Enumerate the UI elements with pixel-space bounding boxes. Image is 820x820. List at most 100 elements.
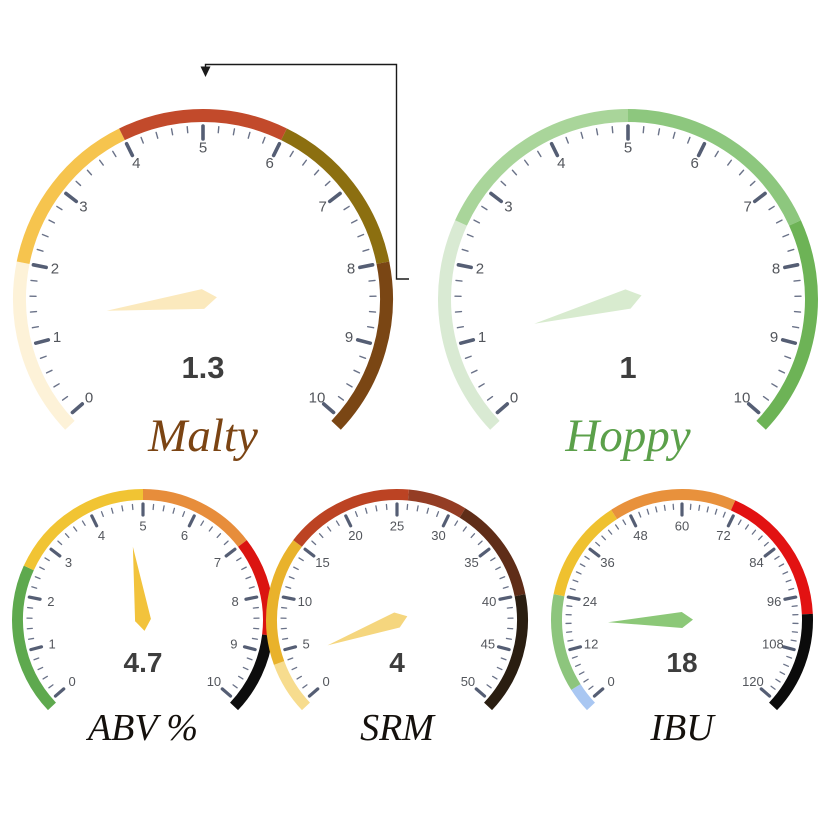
gauge-ibu-major-tick (629, 514, 638, 528)
gauge-ibu-minor-tick (791, 631, 799, 633)
gauge-hoppy-major-tick (746, 402, 761, 415)
gauge-ibu-tick-label-24: 24 (583, 594, 597, 609)
gauge-hoppy-minor-tick (714, 150, 719, 158)
gauge-abv-minor-tick (81, 520, 86, 526)
gauge-hoppy-minor-tick (611, 126, 614, 134)
gauge-malty-minor-tick (186, 126, 189, 134)
gauge-srm-tick-label-45: 45 (481, 637, 495, 652)
gauge-hoppy-minor-tick (738, 169, 745, 176)
gauge-ibu-tick-label-0: 0 (607, 674, 614, 689)
gauge-srm-value: 4 (389, 647, 405, 678)
gauge-srm-tick-label-35: 35 (464, 555, 478, 570)
gauge-ibu-tick-label-12: 12 (584, 637, 598, 652)
gauge-ibu-needle (608, 612, 693, 628)
gauge-abv-tick-label-9: 9 (230, 637, 237, 652)
gauge-ibu-tick-label-108: 108 (762, 637, 784, 652)
gauge-hoppy-segment-1 (455, 109, 629, 226)
gauge-ibu-tick-label-48: 48 (633, 528, 647, 543)
gauge-ibu-major-tick (781, 645, 796, 652)
gauge-hoppy-minor-tick (466, 233, 474, 238)
gauge-ibu-minor-tick (774, 555, 780, 560)
gauge-malty-minor-tick (262, 136, 266, 144)
gauge-malty-minor-tick (324, 180, 331, 187)
gauge-hoppy-tick-label-8: 8 (772, 261, 780, 278)
gauge-srm-minor-tick (495, 566, 501, 571)
gauge-ibu-tick-label-120: 120 (742, 674, 764, 689)
gauge-hoppy-value: 1 (619, 350, 636, 385)
gauge-hoppy-tick-label-6: 6 (690, 155, 698, 172)
gauge-ibu-major-tick (592, 687, 605, 698)
gauge-abv-tick-label-7: 7 (214, 555, 221, 570)
gauge-hoppy-major-tick (780, 338, 798, 345)
gauge-srm-needle (327, 612, 408, 646)
gauge-malty-tick-label-9: 9 (345, 329, 353, 346)
gauge-hoppy-major-tick (752, 191, 767, 204)
gauge-hoppy-major-tick (696, 141, 707, 158)
gauge-ibu-minor-tick (567, 639, 574, 642)
gauge-malty-title: Malty (147, 410, 258, 462)
gauge-abv-minor-tick (121, 505, 124, 512)
gauge-ibu-title: IBU (649, 707, 716, 749)
gauge-abv-major-tick (220, 687, 233, 698)
gauge-malty-major-tick (33, 338, 51, 345)
gauge-hoppy-minor-tick (455, 279, 463, 282)
gauge-abv-minor-tick (200, 520, 205, 526)
gauge-hoppy-minor-tick (486, 395, 494, 401)
gauge-srm-segment-2 (293, 489, 409, 547)
gauge-malty-minor-tick (86, 169, 93, 176)
gauge-srm-major-tick (307, 687, 320, 698)
gauge-ibu-minor-tick (778, 563, 785, 568)
gauge-srm-minor-tick (354, 511, 358, 517)
gauge-srm-minor-tick (454, 520, 459, 526)
gauge-ibu-minor-tick (601, 535, 607, 541)
gauge-abv-segment-3 (238, 540, 274, 636)
gauge-ibu-minor-tick (579, 563, 586, 568)
gauge-srm-major-tick (283, 645, 298, 652)
gauge-srm-segment-3 (407, 489, 466, 518)
gauge-hoppy-major-tick (495, 402, 510, 415)
gauge-malty-minor-tick (343, 205, 350, 211)
gauge-malty-minor-tick (289, 150, 294, 158)
gauge-malty-major-tick (124, 141, 135, 158)
gauge-srm-minor-tick (311, 540, 317, 546)
gauge-srm-segment-1 (266, 540, 302, 665)
gauge-ibu-minor-tick (622, 519, 627, 526)
gauge-abv-segment-0 (12, 565, 56, 711)
gauge-abv-major-tick (27, 595, 42, 601)
gauge-ibu-segment-1 (551, 594, 581, 690)
gauge-abv-minor-tick (27, 606, 34, 609)
gauge-srm: 0 5 10 15 20 25 30 35 40 45 50 4 SRM (266, 489, 528, 749)
gauge-ibu-minor-tick (588, 685, 594, 690)
gauge-srm-minor-tick (490, 557, 496, 562)
gauge-abv-minor-tick (246, 657, 253, 661)
gauge-malty-tick-label-5: 5 (199, 140, 207, 157)
gauge-abv-minor-tick (42, 675, 49, 680)
gauge-malty-tick-label-2: 2 (51, 261, 59, 278)
gauge-hoppy-segment-2 (627, 109, 801, 226)
gauge-ibu-minor-tick (566, 605, 573, 608)
gauge-malty-minor-tick (337, 395, 345, 401)
gauge-srm-tick-label-40: 40 (482, 594, 496, 609)
gauge-srm-tick-label-30: 30 (431, 528, 445, 543)
gauge-abv-minor-tick (110, 507, 114, 514)
gauge-abv-minor-tick (252, 606, 259, 609)
gauge-srm-minor-tick (505, 637, 513, 640)
gauge-hoppy-minor-tick (511, 169, 518, 176)
gauge-malty-major-tick (321, 402, 336, 415)
gauge-abv-major-tick (53, 687, 66, 698)
gauge-srm-minor-tick (500, 657, 507, 661)
gauge-ibu-segment-0 (571, 683, 596, 711)
gauge-abv-minor-tick (236, 557, 242, 562)
gauge-ibu-minor-tick (791, 605, 798, 608)
gauge-ibu-minor-tick (757, 535, 763, 541)
annotation-arrow-line (204, 63, 409, 280)
gauge-ibu-minor-tick (744, 524, 750, 530)
gauge-srm-tick-label-0: 0 (322, 674, 329, 689)
gauge-srm-minor-tick (302, 684, 308, 689)
gauge-ibu-major-tick (759, 687, 772, 698)
gauge-ibu-minor-tick (737, 519, 742, 526)
gauge-abv: 0 1 2 3 4 5 6 7 8 9 10 4.7 ABV % (12, 489, 274, 749)
gauge-hoppy-tick-label-3: 3 (504, 198, 512, 215)
gauge-ibu-minor-tick (663, 504, 666, 511)
gauge-ibu-segment-2 (553, 509, 618, 597)
